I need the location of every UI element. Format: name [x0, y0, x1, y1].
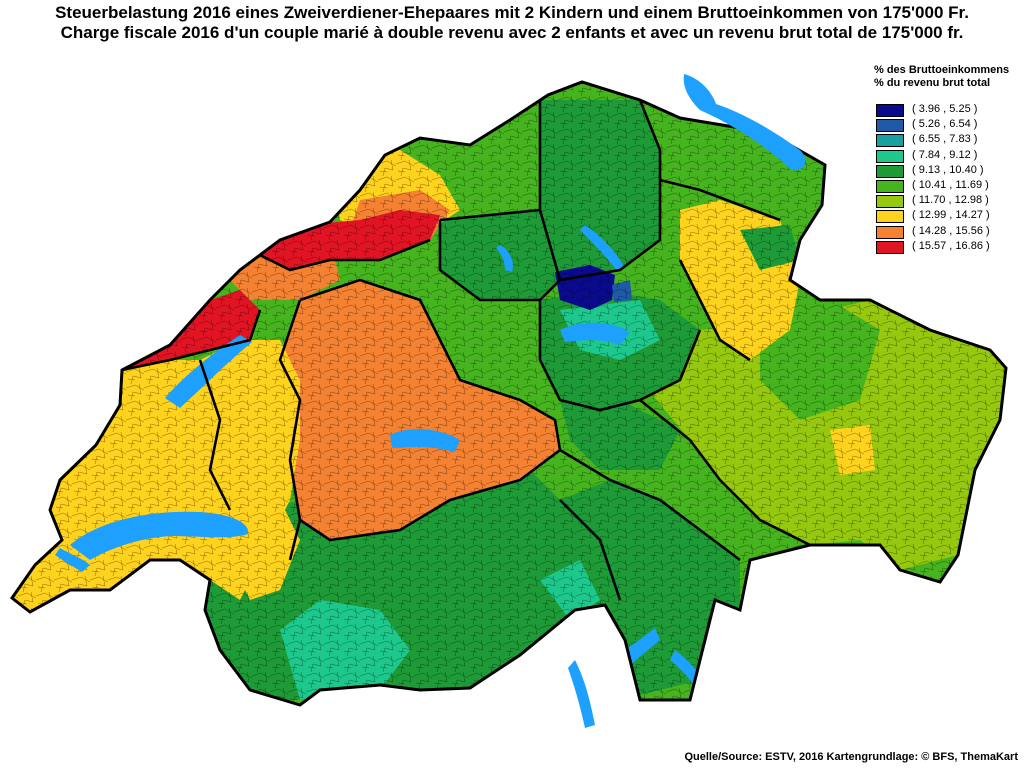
legend-label: ( 5.26 , 6.54 ) [912, 118, 978, 131]
legend-label: ( 7.84 , 9.12 ) [912, 148, 978, 161]
legend-header-french: % du revenu brut total [874, 77, 991, 89]
source-credit: Quelle/Source: ESTV, 2016 Kartengrundlag… [684, 751, 1018, 763]
title-german: Steuerbelastung 2016 eines Zweiverdiener… [55, 3, 969, 22]
legend-item: ( 12.99 , 14.27 ) [866, 209, 1016, 224]
legend-swatch [876, 225, 904, 239]
legend-label: ( 11.70 , 12.98 ) [912, 194, 989, 207]
legend-item: ( 10.41 , 11.69 ) [866, 179, 1016, 194]
legend-swatch [876, 164, 904, 178]
legend-label: ( 6.55 , 7.83 ) [912, 133, 978, 146]
legend-label: ( 15.57 , 16.86 ) [912, 239, 990, 252]
legend: % des Bruttoeinkommens % du revenu brut … [866, 64, 1016, 255]
switzerland-outline [9, 80, 1008, 707]
legend-item: ( 7.84 , 9.12 ) [866, 149, 1016, 164]
legend-item: ( 5.26 , 6.54 ) [866, 118, 1016, 133]
legend-swatch [876, 210, 904, 224]
legend-items: ( 3.96 , 5.25 ) ( 5.26 , 6.54 ) ( 6.55 ,… [866, 103, 1016, 255]
legend-swatch [876, 149, 904, 163]
legend-header-german: % des Bruttoeinkommens [874, 64, 1010, 76]
legend-item: ( 15.57 , 16.86 ) [866, 240, 1016, 255]
title-french: Charge fiscale 2016 d'un couple marié à … [60, 23, 964, 42]
canton-borders [121, 99, 811, 601]
legend-swatch [876, 179, 904, 193]
border-lakes [55, 74, 806, 728]
legend-item: ( 3.96 , 5.25 ) [866, 103, 1016, 118]
legend-swatch [876, 240, 904, 254]
legend-item: ( 14.28 , 15.56 ) [866, 225, 1016, 240]
legend-swatch [876, 195, 904, 209]
legend-swatch [876, 119, 904, 133]
legend-label: ( 10.41 , 11.69 ) [912, 178, 989, 191]
legend-item: ( 9.13 , 10.40 ) [866, 164, 1016, 179]
legend-label: ( 12.99 , 14.27 ) [912, 209, 990, 222]
legend-swatch [876, 104, 904, 117]
legend-swatch [876, 134, 904, 148]
legend-label: ( 9.13 , 10.40 ) [912, 163, 984, 176]
legend-label: ( 3.96 , 5.25 ) [912, 103, 978, 115]
legend-item: ( 11.70 , 12.98 ) [866, 194, 1016, 209]
legend-item: ( 6.55 , 7.83 ) [866, 133, 1016, 148]
legend-label: ( 14.28 , 15.56 ) [912, 224, 990, 237]
